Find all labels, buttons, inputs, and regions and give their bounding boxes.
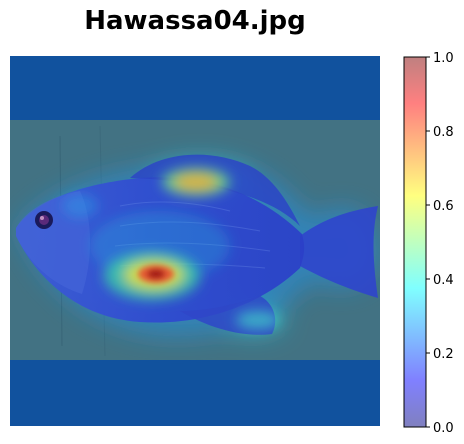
hotspot-belly [147,269,165,279]
background-band-top [10,56,380,120]
chart-title: Hawassa04.jpg [84,6,306,36]
colorbar-tick-label: 0.4 [433,273,454,288]
colorbar-tick-label: 1.0 [433,51,454,66]
colorbar-svg: 0.0 0.2 0.4 0.6 0.8 1.0 [403,51,454,436]
colorbar-tick-label: 0.0 [433,421,454,436]
heatmap-image [10,56,380,426]
colorbar: 0.0 0.2 0.4 0.6 0.8 1.0 [403,51,454,436]
colorbar-tick-label: 0.8 [433,125,454,140]
fish-tail [300,206,378,298]
hotspot-lower-fin [236,311,280,329]
colorbar-tick-label: 0.2 [433,347,454,362]
colorbar-tick-label: 0.6 [433,199,454,214]
background-band-bottom [10,360,380,426]
colorbar-gradient [404,57,426,427]
heatmap-svg [10,56,380,426]
hotspot-head [62,194,98,218]
hotspot-dorsal [174,173,218,191]
